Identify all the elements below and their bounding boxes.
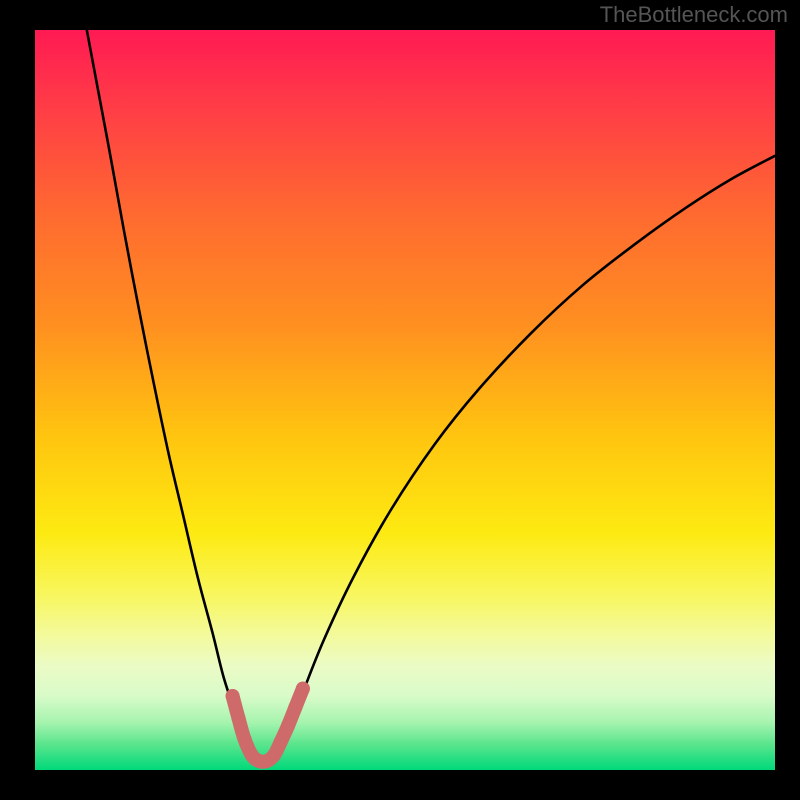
watermark-text: TheBottleneck.com [600,2,788,27]
plot-background [35,30,775,770]
chart-root: TheBottleneck.com [0,0,800,800]
bottleneck-chart: TheBottleneck.com [0,0,800,800]
